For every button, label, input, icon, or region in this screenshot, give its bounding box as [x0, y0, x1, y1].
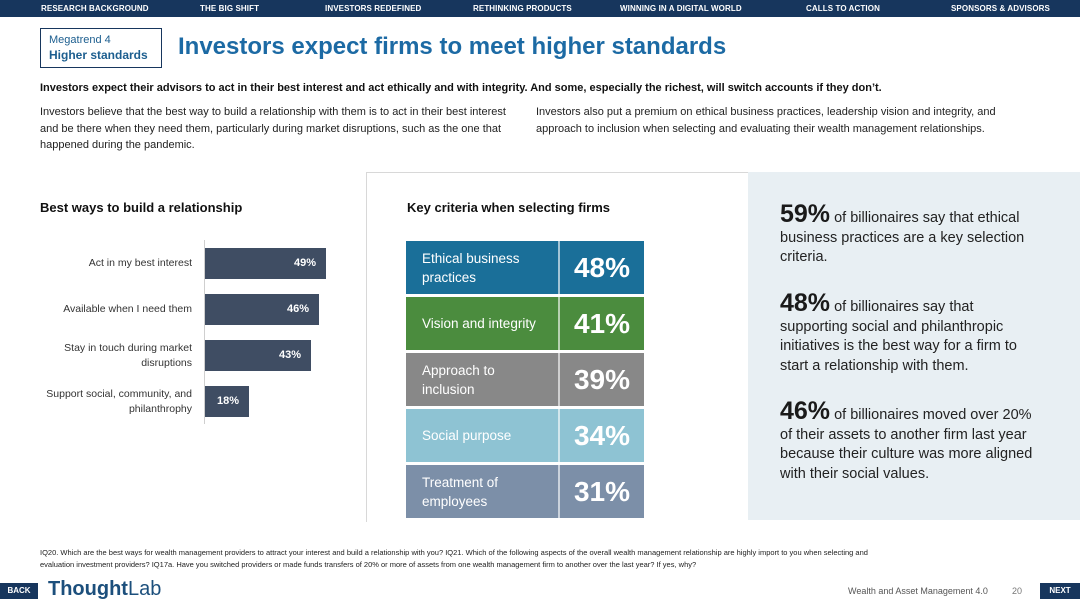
megatrend-label: Megatrend 4 — [49, 34, 111, 46]
bar-category-label: Act in my best interest — [88, 257, 192, 269]
bar-value-label: 49% — [294, 257, 317, 269]
intro-right: Investors also put a premium on ethical … — [536, 106, 996, 135]
stat-text: of billionaires say that supporting soci… — [780, 299, 1017, 374]
stat-text: of billionaires say that ethical busines… — [780, 210, 1025, 265]
criteria-row: Approach to inclusion 39% — [406, 353, 644, 406]
logo-lab: Lab — [127, 578, 162, 600]
bar-category-label: Available when I need them — [63, 303, 192, 315]
criteria-row: Treatment of employees 31% — [406, 465, 644, 518]
nav-rethinking-products[interactable]: RETHINKING PRODUCTS — [473, 4, 572, 13]
criteria-name: Ethical business practices — [422, 250, 520, 285]
stat-moved: 46% of billionaires moved over 20% of th… — [780, 399, 1040, 484]
footnote: IQ20. Which are the best ways for wealth… — [40, 548, 868, 569]
megatrend-name: Higher standards — [49, 48, 148, 62]
next-button[interactable]: NEXT — [1040, 583, 1080, 599]
criteria-row: Vision and integrity 41% — [406, 297, 644, 350]
criteria-name: Approach to inclusion — [422, 362, 495, 397]
stat-social: 48% of billionaires say that supporting … — [780, 291, 1040, 376]
bar-category-label: Support social, community, and philanthr… — [46, 387, 192, 415]
criteria-value: 39% — [558, 353, 644, 406]
nav-sponsors-advisors[interactable]: SPONSORS & ADVISORS — [951, 4, 1050, 13]
bar-chart-title: Best ways to build a relationship — [40, 200, 243, 215]
criteria-value: 41% — [558, 297, 644, 350]
bar — [205, 386, 249, 417]
criteria-title: Key criteria when selecting firms — [407, 200, 611, 215]
stat-text: of billionaires moved over 20% of their … — [780, 407, 1033, 482]
bar-category-label: Stay in touch during market disruptions — [64, 341, 192, 369]
divider-vertical — [366, 172, 367, 522]
nav-the-big-shift[interactable]: THE BIG SHIFT — [200, 4, 260, 13]
bar-value-label: 43% — [279, 349, 302, 361]
criteria-value: 31% — [558, 465, 644, 518]
stat-ethical: 59% of billionaires say that ethical bus… — [780, 202, 1040, 268]
criteria-row: Social purpose 34% — [406, 409, 644, 462]
back-button[interactable]: BACK — [0, 583, 38, 599]
criteria-value: 34% — [558, 409, 644, 462]
criteria-name: Treatment of employees — [422, 474, 499, 509]
thoughtlab-logo: ThoughtLab — [48, 578, 161, 601]
bar — [205, 340, 311, 371]
top-navigation: RESEARCH BACKGROUND THE BIG SHIFT INVEST… — [0, 0, 1080, 17]
nav-research-background[interactable]: RESEARCH BACKGROUND — [41, 4, 149, 13]
bar-chart-axis — [204, 240, 205, 424]
page-subtitle: Investors expect their advisors to act i… — [40, 82, 882, 94]
megatrend-box: Megatrend 4 Higher standards — [40, 28, 162, 68]
bar-value-label: 46% — [287, 303, 310, 315]
stat-value: 48% — [780, 289, 831, 317]
criteria-name: Vision and integrity — [422, 316, 536, 331]
bar — [205, 294, 319, 325]
nav-investors-redefined[interactable]: INVESTORS REDEFINED — [325, 4, 422, 13]
page-number: 20 — [1012, 586, 1023, 596]
criteria-row: Ethical business practices 48% — [406, 241, 644, 294]
stats-panel — [748, 172, 1080, 520]
intro-left: Investors believe that the best way to b… — [40, 106, 506, 151]
bar-value-label: 18% — [217, 395, 240, 407]
logo-thought: Thought — [48, 578, 128, 600]
criteria-value: 48% — [558, 241, 644, 294]
divider-horizontal — [366, 172, 748, 173]
stat-value: 46% — [780, 397, 831, 425]
criteria-name: Social purpose — [422, 428, 512, 443]
page-title: Investors expect firms to meet higher st… — [178, 33, 727, 60]
nav-winning-digital-world[interactable]: WINNING IN A DIGITAL WORLD — [620, 4, 742, 13]
bar — [205, 248, 326, 279]
footer-doc-title: Wealth and Asset Management 4.0 — [848, 586, 988, 596]
nav-calls-to-action[interactable]: CALLS TO ACTION — [806, 4, 880, 13]
stat-value: 59% — [780, 200, 831, 228]
